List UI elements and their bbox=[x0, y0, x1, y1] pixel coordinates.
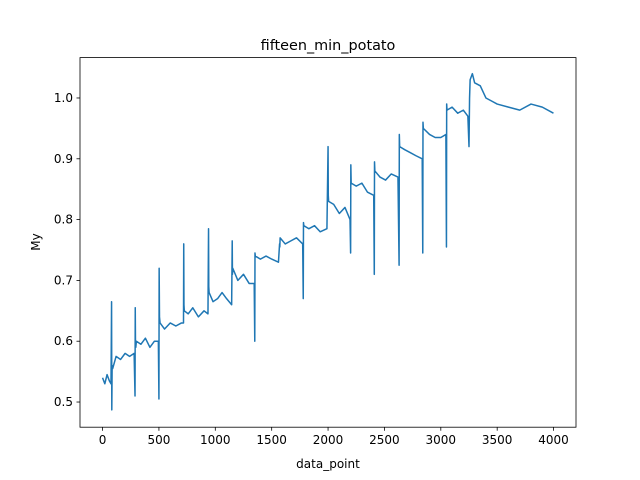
x-tick-label: 1000 bbox=[200, 433, 231, 447]
y-tick-label: 0.8 bbox=[54, 213, 73, 227]
x-tick-label: 3500 bbox=[482, 433, 513, 447]
x-tick-label: 500 bbox=[147, 433, 170, 447]
data-line bbox=[101, 72, 554, 411]
chart-title: fifteen_min_potato bbox=[261, 38, 396, 54]
y-tick-label: 0.6 bbox=[54, 334, 73, 348]
x-tick-label: 2000 bbox=[313, 433, 344, 447]
x-tick-label: 2500 bbox=[369, 433, 400, 447]
x-tick-label: 1500 bbox=[256, 433, 287, 447]
y-tick-label: 0.7 bbox=[54, 273, 73, 287]
y-tick-label: 0.9 bbox=[54, 152, 73, 166]
x-axis-label: data_point bbox=[296, 457, 360, 471]
x-tick-label: 3000 bbox=[426, 433, 457, 447]
x-tick-label: 0 bbox=[99, 433, 107, 447]
y-tick-label: 1.0 bbox=[54, 91, 73, 105]
y-axis-label: My bbox=[29, 233, 43, 250]
x-tick-label: 4000 bbox=[538, 433, 569, 447]
y-tick-label: 0.5 bbox=[54, 395, 73, 409]
